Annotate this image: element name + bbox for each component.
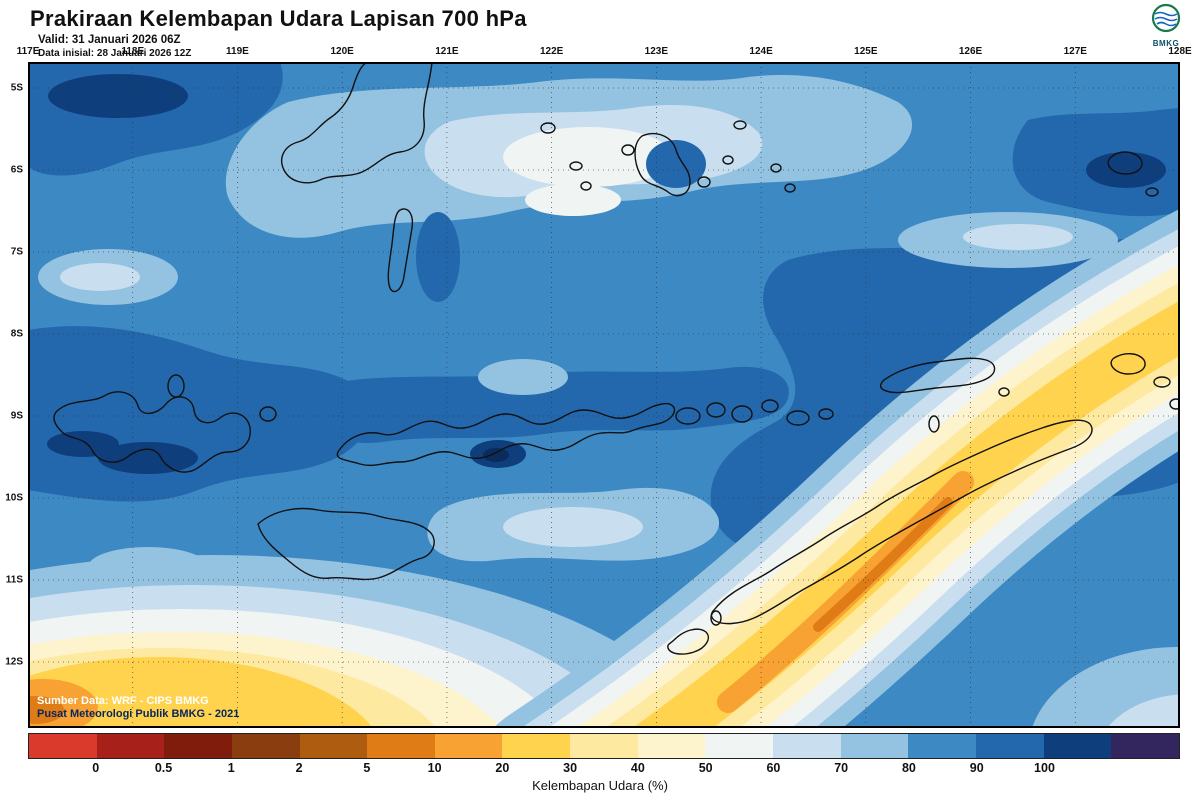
- colorbar-segment: [773, 734, 841, 758]
- colorbar-segment: [231, 734, 300, 758]
- colorbar-segment: [1111, 734, 1179, 758]
- colorbar-segment: [1043, 734, 1112, 758]
- init-date-label: Data inisial: 28 Januari 2026 12Z: [38, 48, 192, 59]
- lon-label: 124E: [749, 46, 773, 57]
- colorbar-tick: 2: [295, 761, 303, 775]
- lon-label: 127E: [1063, 46, 1087, 57]
- colorbar-tick: 70: [834, 761, 849, 775]
- data-source-label: Sumber Data: WRF - CIPS BMKG: [37, 694, 209, 707]
- lat-label: 12S: [5, 656, 23, 668]
- colorbar-segment: [164, 734, 232, 758]
- valid-date-label: Valid: 31 Januari 2026 06Z: [38, 34, 181, 46]
- colorbar-tick: 0: [92, 761, 100, 775]
- colorbar-segment: [637, 734, 706, 758]
- colorbar-segment: [570, 734, 638, 758]
- colorbar-tick: 20: [495, 761, 510, 775]
- coastlines: [53, 62, 1180, 655]
- colorbar-segment: [96, 734, 165, 758]
- lon-label: 120E: [330, 46, 354, 57]
- lat-label: 10S: [5, 492, 23, 504]
- colorbar-tick: 10: [427, 761, 442, 775]
- bmkg-logo: BMKG: [1142, 3, 1190, 48]
- lat-label: 8S: [10, 328, 23, 340]
- map-credits: Sumber Data: WRF - CIPS BMKG Pusat Meteo…: [37, 695, 239, 723]
- colorbar-tick: 90: [969, 761, 984, 775]
- lon-label: 121E: [435, 46, 459, 57]
- humidity-map-canvas: Sumber Data: WRF - CIPS BMKG Pusat Meteo…: [28, 62, 1180, 728]
- colorbar-tick: 100: [1034, 761, 1055, 775]
- colorbar-tick: 1: [227, 761, 235, 775]
- contour-map: [28, 62, 1180, 728]
- lon-label: 122E: [539, 46, 564, 57]
- lon-label: 118E: [121, 46, 145, 57]
- page-title: Prakiraan Kelembapan Udara Lapisan 700 h…: [30, 6, 527, 31]
- lat-label: 6S: [10, 164, 23, 176]
- lon-label: 128E: [1168, 46, 1192, 57]
- publisher-label: Pusat Meteorologi Publik BMKG - 2021: [37, 708, 240, 721]
- humidity-colorbar: [28, 733, 1180, 759]
- colorbar-tick: 60: [766, 761, 781, 775]
- bmkg-logo-label: BMKG: [1152, 39, 1180, 48]
- colorbar-segment: [299, 734, 368, 758]
- bmkg-logo-icon: [1151, 3, 1181, 33]
- colorbar-segment: [367, 734, 435, 758]
- colorbar-segment: [975, 734, 1044, 758]
- colorbar-segment: [840, 734, 909, 758]
- colorbar-tick: 40: [630, 761, 645, 775]
- graticule-grid: [28, 62, 1180, 728]
- colorbar-segment: [434, 734, 503, 758]
- colorbar-tick: 80: [901, 761, 916, 775]
- colorbar-segment: [502, 734, 571, 758]
- colorbar-tick: 0.5: [154, 761, 173, 775]
- colorbar-tick: 50: [698, 761, 713, 775]
- lat-label: 9S: [10, 410, 23, 422]
- latitude-axis: 5S 6S 7S 8S 9S 10S 11S 12S: [0, 62, 26, 728]
- colorbar-caption: Kelembapan Udara (%): [532, 778, 668, 793]
- colorbar-segment: [29, 734, 97, 758]
- colorbar-tick: 5: [363, 761, 371, 775]
- lat-label: 11S: [5, 574, 23, 586]
- colorbar-segment: [705, 734, 774, 758]
- lon-label: 119E: [226, 46, 249, 57]
- lon-label: 123E: [644, 46, 669, 57]
- colorbar-segment: [908, 734, 976, 758]
- lon-label: 126E: [958, 46, 983, 57]
- lat-label: 5S: [10, 82, 23, 94]
- colorbar-tick-labels: 0 0.5 1 2 5 10 20 30 40 50 60 70 80 90 100: [28, 761, 1180, 776]
- lon-label: 117E: [16, 46, 40, 57]
- lat-label: 7S: [10, 246, 23, 258]
- longitude-axis: 117E 118E 119E 120E 121E 122E 123E 124E 125E 126E…: [17, 46, 1192, 59]
- colorbar-tick: 30: [563, 761, 578, 775]
- lon-label: 125E: [854, 46, 878, 57]
